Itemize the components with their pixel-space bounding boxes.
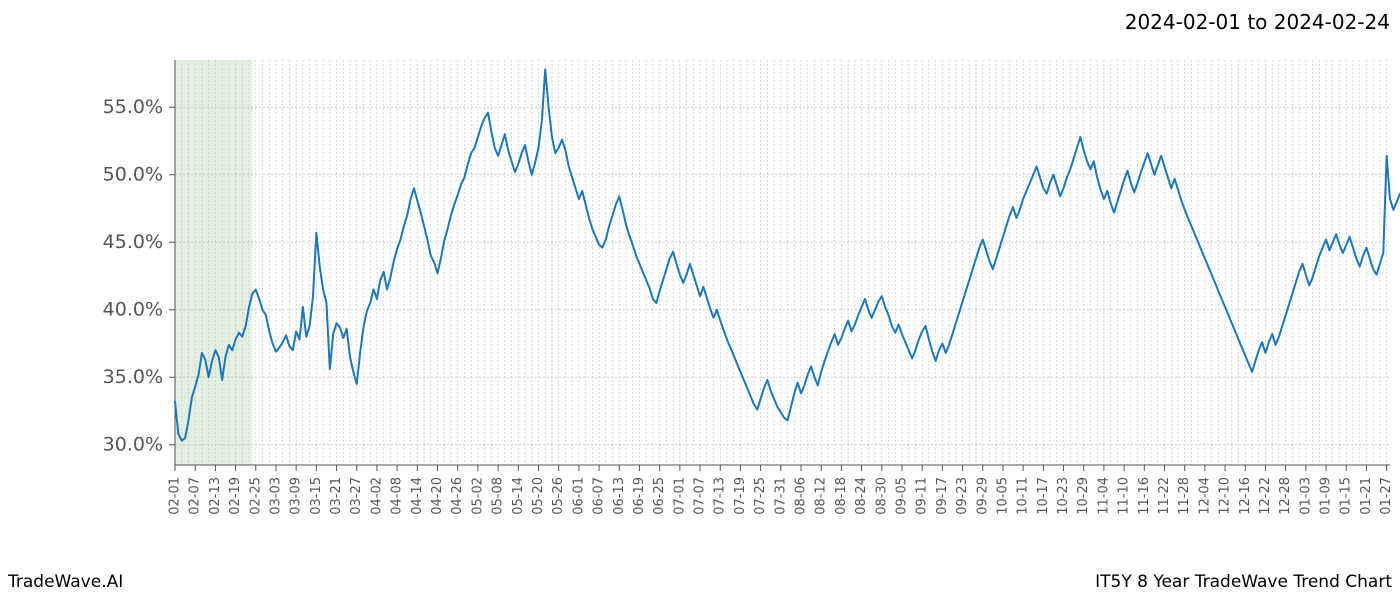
x-tick-label: 09-17 [935,477,950,515]
x-tick-label: 10-17 [1036,477,1051,515]
x-tick-label: 11-28 [1177,477,1192,515]
x-tick-label: 03-09 [289,477,304,515]
x-tick-label: 04-02 [369,477,384,515]
x-tick-label: 07-19 [733,477,748,515]
x-tick-label: 07-07 [693,477,708,515]
x-tick-label: 02-07 [188,477,203,515]
x-tick-label: 12-28 [1278,477,1293,515]
x-tick-label: 02-13 [208,477,223,515]
x-tick-label: 07-13 [713,477,728,515]
x-tick-label: 06-07 [592,477,607,515]
x-tick-label: 02-01 [168,477,183,515]
x-tick-label: 01-27 [1379,477,1394,515]
trend-chart: 30.0% 35.0% 40.0% 45.0% 50.0% 55.0% 02-01 02-07… [0,0,1400,600]
x-tick-label: 07-25 [753,477,768,515]
x-tick-label: 10-23 [1056,477,1071,515]
y-tick-label: 50.0% [103,163,163,185]
x-tick-label: 05-20 [531,477,546,515]
x-tick-label: 06-19 [632,477,647,515]
x-tick-label: 01-03 [1298,477,1313,515]
x-tick-label: 10-05 [995,477,1010,515]
x-tick-label: 08-30 [874,477,889,515]
x-tick-label: 09-05 [894,477,909,515]
x-tick-label: 09-29 [975,477,990,515]
x-tick-label: 04-14 [410,477,425,515]
x-tick-label: 08-12 [814,477,829,515]
x-tick-label: 04-08 [390,477,405,515]
x-tick-label: 06-13 [612,477,627,515]
x-tick-label: 07-01 [672,477,687,515]
x-tick-label: 07-31 [773,477,788,515]
x-tick-label: 03-21 [329,477,344,515]
x-tick-label: 04-20 [430,477,445,515]
x-tick-label: 02-19 [228,477,243,515]
y-tick-label: 45.0% [103,231,163,253]
x-tick-label: 05-26 [551,477,566,515]
x-tick-label: 11-04 [1096,477,1111,515]
x-tick-label: 05-02 [470,477,485,515]
x-tick-label: 05-08 [491,477,506,515]
x-tick-label: 01-09 [1319,477,1334,515]
x-tick-label: 01-21 [1359,477,1374,515]
brand-label: TradeWave.AI [8,572,123,592]
x-tick-label: 10-11 [1016,477,1031,515]
x-tick-label: 05-14 [511,477,526,515]
x-tick-label: 02-25 [248,477,263,515]
y-tick-label: 40.0% [103,298,163,320]
x-tick-label: 08-24 [854,477,869,515]
x-tick-label: 12-04 [1197,477,1212,515]
x-tick-label: 06-01 [571,477,586,515]
x-tick-label: 03-03 [268,477,283,515]
x-tick-label: 10-29 [1076,477,1091,515]
y-tick-label: 55.0% [103,96,163,118]
x-tick-label: 03-15 [309,477,324,515]
x-tick-label: 12-22 [1258,477,1273,515]
x-tick-label: 06-25 [652,477,667,515]
x-tick-label: 03-27 [349,477,364,515]
x-tick-label: 01-15 [1339,477,1354,515]
x-tick-label: 12-10 [1218,477,1233,515]
y-tick-label: 30.0% [103,433,163,455]
x-tick-label: 08-18 [834,477,849,515]
chart-title: IT5Y 8 Year TradeWave Trend Chart [1095,572,1392,592]
x-tick-label: 11-16 [1137,477,1152,515]
x-tick-label: 08-06 [794,477,809,515]
x-tick-label: 11-22 [1157,477,1172,515]
x-tick-label: 04-26 [450,477,465,515]
x-tick-label: 09-23 [955,477,970,515]
x-tick-label: 11-10 [1117,477,1132,515]
chart-container: 2024-02-01 to 2024-02-24 30.0%35.0%40.0%… [0,0,1400,600]
x-tick-label: 09-11 [915,477,930,515]
x-tick-label: 12-16 [1238,477,1253,515]
y-tick-label: 35.0% [103,366,163,388]
highlight-band [175,60,252,465]
